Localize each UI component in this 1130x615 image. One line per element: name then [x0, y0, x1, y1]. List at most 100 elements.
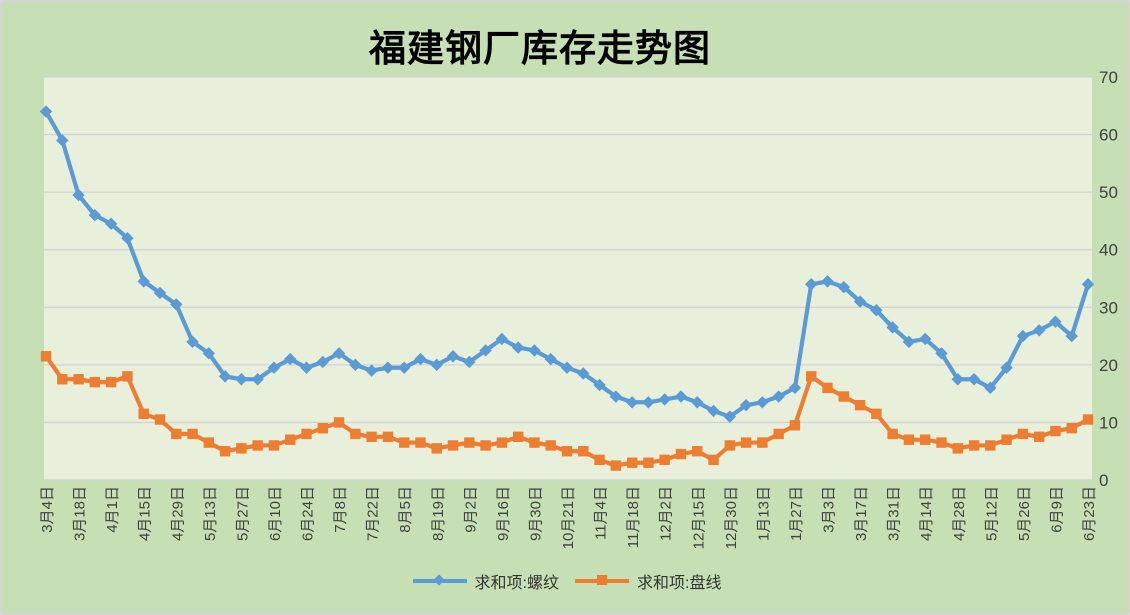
series-luowen-point-54: [902, 335, 916, 349]
series-panxian-point-11: [203, 437, 215, 448]
x-axis-label-31: 5月26日: [1016, 486, 1033, 541]
series-luowen-point-33: [560, 361, 574, 374]
series-panxian-point-17: [301, 428, 312, 440]
series-luowen-point-11: [202, 347, 216, 360]
legend-line-sample-luowen: [412, 573, 467, 586]
series-luowen-point-15: [267, 361, 281, 374]
series-luowen-point-34: [577, 367, 590, 380]
series-panxian-point-5: [105, 376, 117, 388]
x-axis-label-10: 7月8日: [332, 486, 349, 533]
x-axis-label-25: 3月3日: [821, 486, 838, 533]
series-luowen-point-62: [1032, 324, 1046, 337]
x-axis-label-6: 5月13日: [202, 486, 219, 541]
series-panxian-point-58: [968, 440, 980, 451]
series-luowen-point-48: [805, 278, 818, 291]
series-luowen-point-61: [1016, 329, 1030, 343]
y-axis-label-60: 60: [1099, 126, 1118, 145]
y-axis-label-10: 10: [1099, 413, 1118, 432]
series-luowen-point-58: [967, 373, 981, 386]
series-panxian-point-15: [268, 440, 280, 451]
x-axis-label-11: 7月22日: [365, 486, 382, 541]
y-axis-label-20: 20: [1099, 356, 1118, 375]
series-panxian-point-43: [724, 440, 736, 451]
series-luowen-point-25: [430, 358, 443, 372]
series-luowen-point-28: [479, 344, 492, 357]
series-panxian-point-62: [1033, 431, 1045, 443]
series-panxian-point-55: [919, 434, 931, 445]
x-axis-label-30: 5月12日: [983, 486, 1000, 541]
series-panxian-point-1: [40, 351, 52, 362]
x-axis-label-27: 3月31日: [886, 486, 903, 541]
series-panxian-point-39: [659, 454, 670, 466]
series-luowen-point-29: [495, 332, 509, 346]
series-panxian-point-12: [219, 446, 231, 457]
series-panxian-point-21: [366, 431, 377, 443]
series-luowen-point-18: [316, 355, 329, 369]
series-luowen-point-38: [642, 396, 655, 409]
series-panxian-point-29: [496, 437, 508, 448]
x-axis-label-20: 12月2日: [658, 486, 675, 541]
x-axis-label-8: 6月10日: [267, 486, 284, 541]
series-panxian-point-48: [806, 371, 817, 382]
series-luowen-point-1: [39, 105, 53, 118]
series-luowen-point-13: [235, 373, 248, 386]
x-axis-label-23: 1月13日: [755, 486, 772, 541]
series-luowen-point-20: [349, 358, 362, 372]
x-axis-label-7: 5月27日: [234, 486, 251, 541]
legend-label-panxian: 求和项:盘线: [637, 575, 722, 592]
series-panxian-point-6: [122, 371, 133, 382]
x-axis-label-32: 6月9日: [1048, 486, 1065, 533]
x-axis-label-13: 8月19日: [430, 486, 447, 541]
series-panxian-point-3: [73, 374, 84, 385]
series-panxian-point-44: [740, 437, 752, 448]
series-panxian-point-28: [480, 440, 491, 451]
series-panxian-point-54: [903, 434, 915, 445]
series-panxian-point-14: [252, 440, 263, 451]
x-axis-label-26: 3月17日: [853, 486, 870, 541]
y-axis-label-30: 30: [1099, 298, 1118, 317]
series-panxian-point-52: [871, 408, 882, 419]
series-luowen-point-35: [593, 378, 606, 392]
series-panxian-point-64: [1066, 422, 1077, 434]
series-panxian-point-9: [171, 428, 182, 440]
legend-line-sample-panxian: [575, 575, 629, 585]
series-luowen-point-46: [772, 390, 785, 403]
series-panxian-point-46: [773, 428, 784, 440]
series-panxian-point-30: [512, 431, 524, 443]
series-luowen-point-17: [300, 361, 313, 374]
series-luowen-point-63: [1049, 315, 1062, 328]
y-axis-label-40: 40: [1099, 241, 1118, 260]
series-panxian-point-27: [464, 437, 475, 448]
series-luowen-point-40: [674, 390, 688, 403]
series-luowen-point-50: [837, 280, 850, 294]
series-luowen-point-47: [788, 381, 802, 395]
series-luowen-point-14: [251, 373, 264, 386]
series-panxian-point-35: [594, 454, 605, 466]
series-panxian-point-13: [236, 443, 247, 454]
chart-title: 福建钢厂库存走势图: [369, 28, 711, 69]
x-axis-label-1: 3月4日: [39, 486, 56, 533]
x-axis-label-9: 6月24日: [300, 486, 317, 541]
series-luowen-point-52: [870, 303, 883, 317]
series-panxian-point-18: [317, 422, 328, 434]
series-panxian-point-19: [333, 417, 345, 428]
legend-diamond-marker-icon: [432, 573, 445, 586]
series-panxian-point-4: [89, 376, 101, 388]
series-luowen-point-56: [935, 347, 948, 360]
series-luowen-point-10: [186, 335, 199, 349]
x-axis-label-22: 12月30日: [723, 486, 740, 549]
x-axis-label-5: 4月29日: [169, 486, 186, 541]
series-luowen-point-16: [284, 352, 297, 366]
series-panxian-point-2: [57, 374, 68, 385]
series-luowen-point-65: [1081, 278, 1095, 291]
series-panxian-point-8: [154, 414, 166, 425]
series-panxian-point-31: [529, 437, 540, 448]
series-panxian-point-61: [1017, 428, 1029, 440]
series-panxian-point-37: [626, 457, 638, 468]
legend-item-luowen: 求和项:螺纹: [412, 569, 559, 593]
x-axis-label-3: 4月1日: [104, 486, 121, 533]
series-panxian-point-7: [138, 408, 149, 419]
series-luowen-point-4: [88, 208, 102, 222]
series-panxian-point-26: [447, 440, 459, 451]
series-panxian-point-16: [285, 434, 296, 445]
